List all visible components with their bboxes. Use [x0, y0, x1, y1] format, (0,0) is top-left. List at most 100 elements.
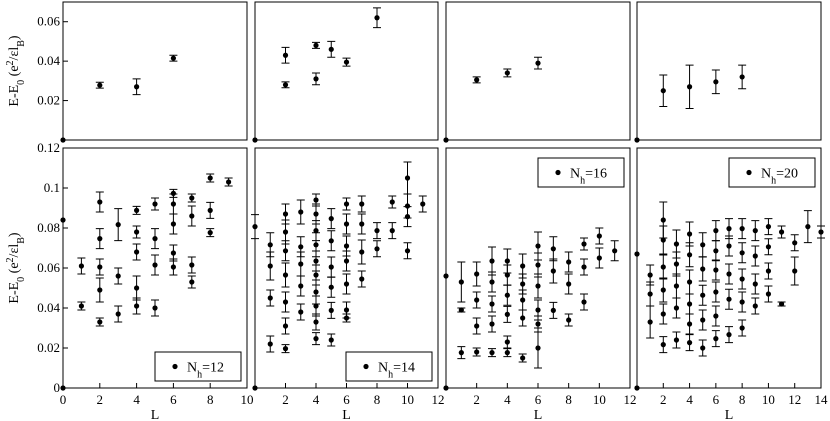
- point: [581, 299, 587, 305]
- point: [713, 79, 719, 85]
- point: [713, 313, 719, 319]
- point: [343, 201, 350, 207]
- point: [489, 350, 495, 356]
- point: [343, 243, 350, 249]
- y-tick-label: 0.04: [37, 53, 60, 68]
- point: [282, 211, 289, 217]
- point: [700, 292, 706, 298]
- point: [343, 315, 350, 321]
- point: [170, 201, 176, 207]
- point: [686, 340, 693, 346]
- point: [566, 281, 572, 287]
- y-tick-label: 0.02: [37, 340, 60, 355]
- point: [359, 201, 365, 207]
- point: [673, 337, 680, 343]
- y-axis-label-part: /εl: [7, 244, 22, 258]
- legend-label-part: h: [771, 175, 776, 186]
- point: [752, 253, 758, 259]
- point: [343, 281, 350, 287]
- point: [700, 266, 706, 272]
- point: [343, 307, 350, 313]
- point: [170, 55, 176, 61]
- x-tick-label: 8: [565, 392, 572, 407]
- point: [581, 241, 587, 247]
- point: [267, 242, 273, 248]
- point: [134, 229, 140, 235]
- point: [134, 84, 140, 90]
- point: [673, 305, 680, 311]
- point: [328, 264, 334, 270]
- point: [134, 303, 140, 309]
- point: [792, 268, 798, 274]
- point: [458, 279, 464, 285]
- point: [504, 350, 510, 356]
- point: [700, 242, 706, 248]
- point: [189, 213, 195, 219]
- x-tick-label: 4: [133, 392, 140, 407]
- point: [313, 42, 319, 48]
- x-tick-label: 8: [374, 392, 381, 407]
- point: [207, 230, 213, 236]
- point: [97, 82, 103, 88]
- legend-box: [728, 157, 816, 188]
- legend-label-part: h: [388, 369, 393, 380]
- point: [520, 263, 526, 269]
- plot-area: [60, 54, 178, 143]
- panel-frame: [254, 1, 439, 141]
- point: [520, 281, 526, 287]
- point: [328, 216, 334, 222]
- point: [726, 296, 732, 302]
- legend-label-part: =14: [393, 361, 415, 376]
- point: [686, 252, 693, 258]
- y-axis-label-part: 0: [16, 80, 27, 85]
- point: [686, 301, 693, 307]
- legend-label: Nh=16: [570, 167, 607, 187]
- y-axis-label-part: (e: [7, 65, 22, 79]
- point: [752, 228, 758, 234]
- point: [189, 195, 195, 201]
- point: [189, 279, 195, 285]
- point: [328, 284, 334, 290]
- y-axis-label-part: ): [7, 232, 22, 237]
- point: [686, 231, 693, 237]
- point: [520, 355, 526, 361]
- point: [374, 228, 380, 234]
- x-tick-label: 6: [343, 392, 350, 407]
- point: [282, 272, 289, 278]
- point: [520, 297, 526, 303]
- point: [474, 77, 480, 83]
- legend-label-part: h: [580, 175, 585, 186]
- x-tick-label: 6: [713, 392, 720, 407]
- point: [504, 272, 510, 278]
- y-tick-label: 0.04: [37, 300, 60, 315]
- point: [207, 175, 213, 181]
- point: [328, 238, 334, 244]
- point: [739, 74, 745, 80]
- point: [97, 236, 103, 242]
- point: [359, 221, 365, 227]
- point: [489, 279, 495, 285]
- panel: [252, 1, 439, 143]
- point: [504, 292, 510, 298]
- y-axis-label-part: 2: [5, 257, 16, 262]
- point: [420, 201, 426, 207]
- point: [726, 271, 732, 277]
- panel: 2 4 6 8 10 12 14 L Nh=20: [634, 147, 828, 421]
- y-axis-label-part: /εl: [7, 47, 22, 61]
- point: [660, 342, 666, 348]
- point: [713, 228, 719, 234]
- point: [647, 319, 653, 325]
- point: [474, 271, 480, 277]
- point: [489, 301, 495, 307]
- point: [535, 262, 541, 268]
- plot-area: [443, 56, 542, 143]
- y-tick-label: 0.12: [37, 140, 60, 155]
- legend-label-part: =20: [776, 167, 798, 182]
- panel-frame: [254, 147, 439, 389]
- point: [752, 303, 758, 309]
- legend-label-part: h: [197, 369, 202, 380]
- point: [535, 321, 541, 327]
- point: [726, 226, 732, 232]
- plot-area: [60, 173, 233, 391]
- point: [612, 248, 618, 254]
